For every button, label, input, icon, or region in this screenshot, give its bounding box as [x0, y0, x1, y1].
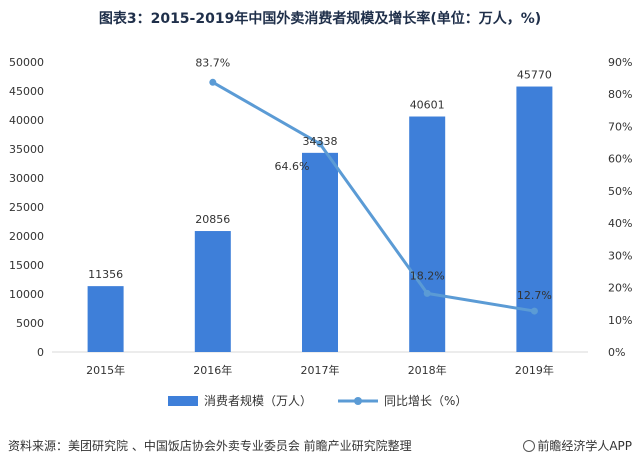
legend: 消费者规模（万人） 同比增长（%） [168, 393, 467, 408]
right-axis-tick-label: 60% [608, 153, 632, 166]
left-axis-tick-label: 5000 [16, 317, 44, 330]
growth-value-label: 18.2% [410, 269, 445, 282]
left-axis-tick-label: 35000 [9, 143, 44, 156]
x-axis-tick-label: 2019年 [515, 363, 554, 377]
bar-series [87, 86, 553, 353]
right-axis-tick-label: 50% [608, 185, 632, 198]
left-axis-tick-label: 20000 [9, 230, 44, 243]
data-labels: 11356 20856 34338 40601 45770 83.7% 64.6% 18.2%… [88, 56, 552, 302]
x-axis-tick-label: 2017年 [301, 363, 340, 377]
growth-point [423, 289, 431, 297]
bar [409, 116, 446, 353]
line-series [209, 78, 538, 315]
growth-value-label: 12.7% [517, 289, 552, 302]
right-axis-tick-label: 90% [608, 56, 632, 69]
right-axis-tick-label: 70% [608, 120, 632, 133]
x-axis-tick-label: 2015年 [86, 363, 125, 377]
brand-label: 前瞻经济学人APP [523, 437, 632, 454]
bar-value-label: 20856 [195, 213, 230, 226]
bar [87, 286, 124, 352]
brand-logo-icon [523, 440, 536, 452]
legend-bar-swatch [168, 396, 198, 406]
bar [302, 152, 338, 352]
right-axis-tick-label: 20% [608, 282, 632, 295]
right-axis-tick-label: 30% [608, 249, 632, 262]
bar-value-label: 45770 [517, 69, 552, 82]
right-axis-tick-label: 80% [608, 88, 632, 101]
left-axis-tick-label: 45000 [9, 85, 44, 98]
left-axis-tick-label: 15000 [9, 259, 44, 272]
legend-line-label: 同比增长（%） [384, 394, 467, 408]
growth-point [209, 78, 217, 86]
source-note: 资料来源：美团研究院 、中国饭店协会外卖专业委员会 前瞻产业研究院整理 [8, 439, 412, 453]
right-axis-tick-label: 0% [608, 346, 625, 359]
growth-value-label: 64.6% [275, 160, 310, 173]
brand-text: 前瞻经济学人APP [537, 439, 632, 453]
chart-title: 图表3：2015-2019年中国外卖消费者规模及增长率(单位：万人，%) [98, 11, 542, 27]
left-axis-tick-label: 50000 [9, 56, 44, 69]
growth-value-label: 83.7% [195, 56, 230, 69]
left-axis-tick-label: 10000 [9, 288, 44, 301]
right-axis-tick-label: 40% [608, 217, 632, 230]
right-axis-tick-label: 10% [608, 314, 632, 327]
legend-line-marker [354, 397, 362, 405]
legend-bar-label: 消费者规模（万人） [204, 393, 312, 408]
bar-value-label: 40601 [410, 99, 445, 112]
bar [194, 231, 231, 352]
bar-value-label: 34338 [303, 135, 338, 148]
x-axis-tick-label: 2018年 [408, 363, 447, 377]
left-axis-tick-label: 30000 [9, 172, 44, 185]
left-axis-tick-label: 0 [37, 346, 44, 359]
axis-grid: 0 5000 10000 15000 20000 25000 30000 35000 40000… [9, 56, 632, 377]
growth-point [316, 140, 324, 148]
left-axis-tick-label: 40000 [9, 114, 44, 127]
x-axis-tick-label: 2016年 [193, 363, 232, 377]
growth-line [212, 80, 535, 313]
growth-point [530, 307, 538, 315]
left-axis-tick-label: 25000 [9, 201, 44, 214]
bar-value-label: 11356 [88, 268, 123, 281]
